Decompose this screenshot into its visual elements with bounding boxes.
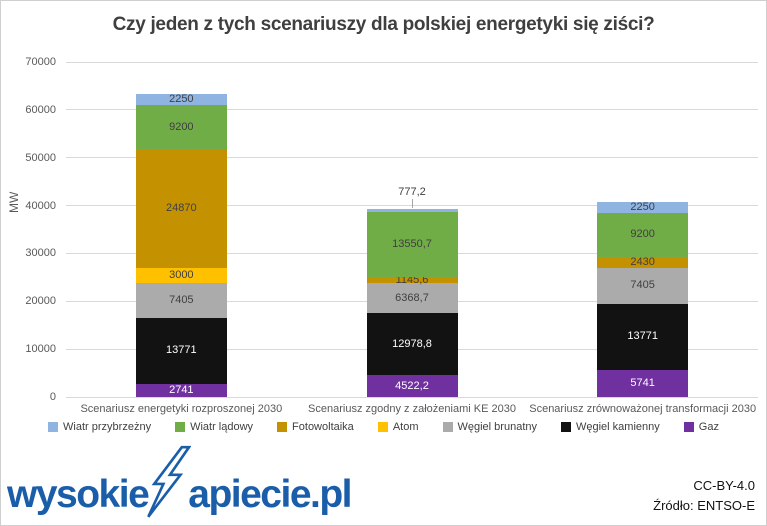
attribution: CC-BY-4.0 Źródło: ENTSO-E (653, 476, 755, 515)
legend-swatch (277, 422, 288, 432)
chart-title: Czy jeden z tych scenariuszy dla polskie… (112, 14, 655, 35)
legend-item: Wiatr przybrzeżny (48, 421, 151, 433)
source-text: Źródło: ENTSO-E (653, 497, 755, 513)
logo-text-left: wysokie (7, 472, 150, 516)
y-tick-label: 50000 (25, 151, 56, 164)
y-tick-label: 20000 (25, 295, 56, 308)
gridline (66, 109, 758, 111)
legend-swatch (683, 422, 694, 432)
category-label: Scenariusz zgodny z założeniami KE 2030 (308, 403, 516, 415)
bar-segment-w-giel-brunatny (366, 282, 458, 314)
legend-swatch (561, 422, 571, 432)
bar-segment-w-giel-brunatny (597, 268, 689, 304)
gridline (66, 61, 758, 63)
bar-segment-atom (135, 268, 227, 283)
legend-item: Gaz (683, 421, 719, 433)
label-leader-line (411, 198, 413, 208)
bar-segment-w-giel-kamienny (597, 303, 689, 370)
lightning-bolt-icon (147, 445, 192, 518)
legend-label: Atom (392, 421, 419, 433)
legend-label: Wiatr lądowy (190, 421, 254, 433)
legend-swatch (48, 422, 59, 432)
y-tick-label: 70000 (25, 56, 56, 68)
y-tick-label: 10000 (25, 343, 56, 356)
legend-swatch (377, 422, 388, 432)
bar-segment-gaz (366, 375, 458, 397)
legend-label: Węgiel brunatny (457, 421, 538, 433)
gridline (66, 396, 758, 398)
bar-segment-wiatr-przybrze-ny (597, 201, 689, 213)
legend-item: Atom (377, 421, 419, 433)
category-label: Scenariusz zrównoważonej transformacji 2… (529, 403, 757, 415)
legend-label: Wiatr przybrzeżny (63, 421, 152, 433)
legend-item: Wiatr lądowy (175, 421, 253, 433)
legend: Wiatr przybrzeżny Wiatr lądowy Fotowoltaik… (1, 421, 766, 433)
bar-segment-gaz (597, 369, 689, 397)
bar-segment-wiatr-przybrze-ny (366, 208, 458, 213)
data-label-outside: 777,2 (398, 185, 426, 198)
legend-label: Fotowoltaika (292, 421, 354, 433)
stacked-bar: 4522,2 12978,8 6368,7 1145,6 13550,7 (366, 62, 458, 397)
y-tick-label: 30000 (25, 247, 56, 260)
legend-item: Węgiel kamienny (561, 421, 660, 433)
bar-segment-wiatr-l-dowy (135, 105, 227, 150)
bar-segment-fotowoltaika (135, 149, 227, 269)
bar-segment-fotowoltaika (597, 256, 689, 269)
legend-label: Węgiel kamienny (576, 421, 660, 433)
bar-segment-wiatr-l-dowy (366, 212, 458, 278)
plot-area: 2741 13771 7405 3000 24870 9200 2250 4522,2 1297… (66, 61, 758, 398)
gridline (66, 157, 758, 159)
bar-segment-fotowoltaika (366, 277, 458, 283)
stacked-bar: 2741 13771 7405 3000 24870 9200 2250 (135, 62, 227, 397)
stacked-bar: 5741 13771 7405 2430 9200 2250 (597, 62, 689, 397)
legend-item: Węgiel brunatny (442, 421, 538, 433)
category-label: Scenariusz energetyki rozproszonej 2030 (80, 403, 283, 415)
bar-segment-wiatr-przybrze-ny (135, 94, 227, 106)
y-tick-label: 0 (49, 391, 56, 403)
site-logo: wysokie apiecie.pl (7, 443, 353, 519)
legend-swatch (442, 422, 453, 432)
license-text: CC-BY-4.0 (693, 478, 755, 493)
bar-segment-wiatr-l-dowy (597, 212, 689, 257)
y-tick-label: 40000 (25, 199, 56, 212)
legend-swatch (175, 422, 186, 432)
y-tick-label: 60000 (25, 103, 56, 116)
logo-text-right: apiecie.pl (188, 472, 352, 516)
bar-segment-w-giel-kamienny (366, 313, 458, 376)
bar-segment-w-giel-brunatny (135, 282, 227, 318)
bar-segment-gaz (135, 383, 227, 397)
bar-segment-w-giel-kamienny (135, 317, 227, 384)
y-axis: 0 10000 20000 30000 40000 50000 60000 70000 (1, 56, 59, 403)
legend-item: Fotowoltaika (277, 421, 354, 433)
legend-label: Gaz (698, 421, 719, 433)
